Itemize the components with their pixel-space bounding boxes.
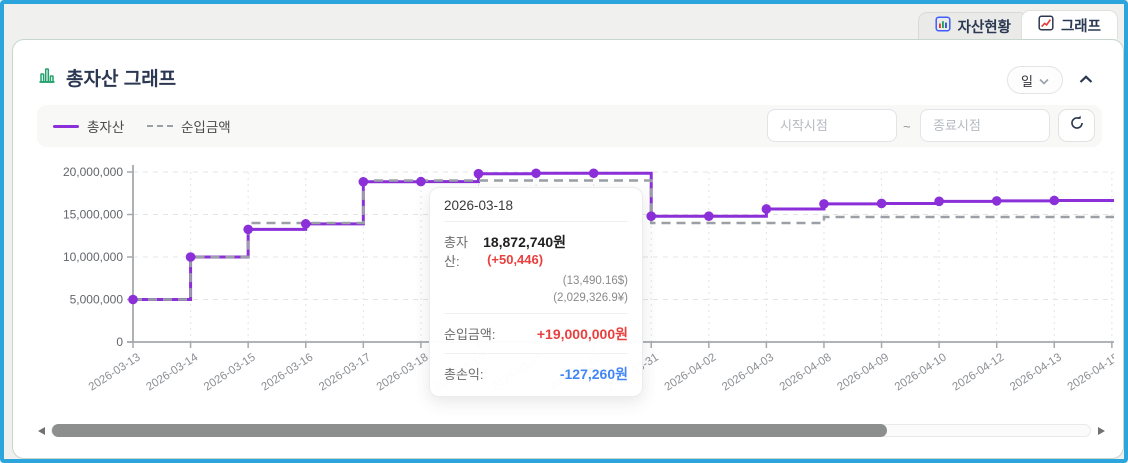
x-tick-label: 2026-03-16 (260, 351, 316, 393)
end-date-input[interactable] (920, 109, 1050, 142)
data-point[interactable] (991, 196, 1002, 206)
tooltip-deposit-value: +19,000,000원 (536, 326, 628, 342)
data-point[interactable] (1049, 195, 1060, 206)
graph-card: 총자산 그래프 일 총자산 순입금액 ~ (12, 39, 1124, 459)
bar-chart-icon (935, 16, 951, 36)
green-bar-chart-icon (37, 65, 57, 90)
page-title-row: 총자산 그래프 (37, 64, 176, 91)
tooltip-asset-usd: (13,490.16$) (562, 275, 628, 287)
data-point[interactable] (300, 219, 311, 229)
horizontal-scrollbar-thumb[interactable] (52, 424, 887, 437)
data-point[interactable] (128, 294, 138, 305)
x-tick-label: 2026-03-14 (144, 351, 200, 393)
net-deposit-line-swatch (147, 125, 173, 127)
y-tick-label: 15,000,000 (63, 208, 123, 222)
refresh-counterclockwise-icon (1068, 114, 1086, 137)
tooltip-deposit-label: 순입금액: (444, 327, 496, 342)
x-tick-label: 2026-04-09 (835, 351, 891, 393)
x-tick-label: 2026-04-03 (720, 351, 776, 393)
tab-graph[interactable]: 그래프 (1020, 10, 1118, 39)
tooltip-divider (444, 353, 628, 354)
page-title: 총자산 그래프 (66, 69, 177, 90)
data-point[interactable] (819, 199, 829, 209)
data-point[interactable] (761, 204, 772, 214)
data-point[interactable] (531, 168, 541, 179)
legend-item-total-asset: 총자산 (53, 105, 124, 147)
x-tick-label: 2026-04-08 (778, 351, 834, 393)
data-point[interactable] (243, 224, 253, 235)
data-point[interactable] (185, 252, 196, 262)
y-tick-label: 20,000,000 (63, 165, 123, 179)
tooltip-asset-value: 18,872,740원 (483, 234, 567, 250)
scroll-right-arrow[interactable] (1098, 427, 1105, 435)
tooltip-divider (444, 313, 628, 314)
reset-range-button[interactable] (1058, 109, 1095, 142)
tab-bar: 자산현황 그래프 (8, 8, 1120, 39)
x-tick-label: 2026-03-18 (375, 351, 431, 393)
chevron-down-icon (1039, 73, 1049, 88)
x-tick-label: 2026-04-13 (1008, 351, 1064, 393)
scroll-left-arrow[interactable] (38, 427, 45, 435)
legend-filter-bar: 총자산 순입금액 ~ (37, 105, 1102, 147)
x-tick-label: 2026-04-15 (1066, 351, 1114, 393)
x-tick-label: 2026-03-17 (317, 351, 373, 393)
data-point[interactable] (704, 211, 714, 221)
tooltip-asset-label: 총자산: (444, 235, 468, 269)
horizontal-scrollbar-track[interactable] (51, 424, 1091, 437)
x-tick-label: 2026-04-10 (893, 351, 949, 393)
legend-label: 순입금액 (181, 120, 231, 135)
chart-tooltip: 2026-03-18 총자산: 18,872,740원 (+50,446) (1… (429, 187, 643, 397)
x-tick-label: 2026-04-02 (663, 351, 719, 393)
data-point[interactable] (588, 168, 599, 179)
start-date-input[interactable] (767, 109, 897, 142)
chevron-up-icon (1079, 71, 1093, 89)
period-select-value: 일 (1021, 73, 1033, 89)
tooltip-profit-label: 총손익: (444, 367, 484, 382)
tooltip-asset-jpy: (2,029,326.9¥) (553, 292, 628, 304)
legend-item-net-deposit: 순입금액 (147, 105, 231, 147)
legend-label: 총자산 (87, 120, 125, 135)
data-point[interactable] (473, 168, 484, 179)
y-tick-label: 0 (116, 335, 123, 349)
data-point[interactable] (934, 196, 944, 207)
y-tick-label: 5,000,000 (70, 293, 124, 307)
tooltip-profit-value: -127,260원 (559, 366, 628, 382)
range-separator: ~ (903, 118, 911, 134)
tab-label: 자산현황 (957, 19, 1011, 36)
period-select[interactable]: 일 (1007, 66, 1063, 94)
tooltip-asset-change: (+50,446) (487, 252, 544, 267)
data-point[interactable] (876, 198, 887, 209)
tooltip-date: 2026-03-18 (444, 198, 628, 222)
line-chart-icon (1038, 15, 1054, 35)
x-tick-label: 2026-03-15 (202, 351, 258, 393)
data-point[interactable] (646, 211, 657, 221)
collapse-section-button[interactable] (1075, 70, 1097, 90)
data-point[interactable] (358, 176, 369, 187)
tab-asset-status[interactable]: 자산현황 (917, 12, 1028, 39)
data-point[interactable] (416, 176, 426, 187)
y-tick-label: 10,000,000 (63, 250, 123, 264)
x-tick-label: 2026-04-12 (950, 351, 1006, 393)
tab-label: 그래프 (1060, 18, 1101, 35)
total-asset-line-swatch (53, 124, 79, 128)
x-tick-label: 2026-03-13 (87, 351, 143, 393)
